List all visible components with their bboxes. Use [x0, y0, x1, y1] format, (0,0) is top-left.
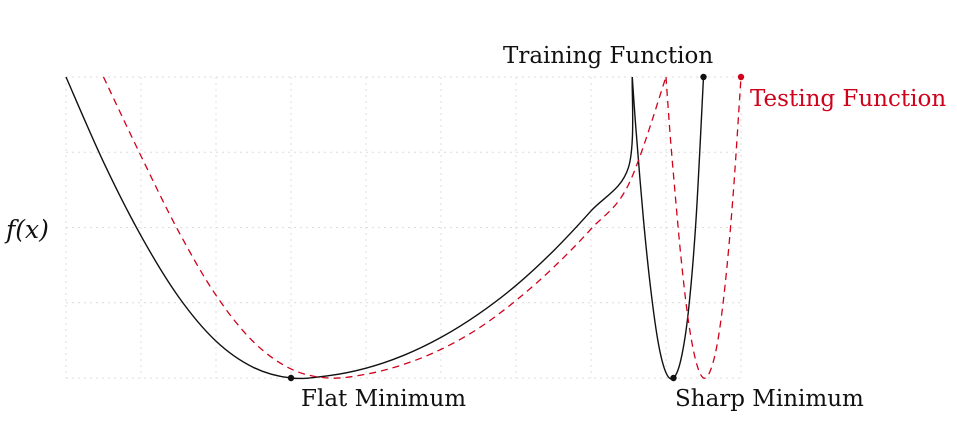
marker-layer: [287, 73, 745, 382]
series-line-testing-function: [102, 76, 742, 379]
marker-point: [670, 374, 677, 382]
series-line-training-function: [65, 76, 705, 380]
sharp-minimum-label: Sharp Minimum: [675, 386, 864, 412]
training-function-label: Training Function: [503, 43, 713, 69]
marker-point: [287, 374, 295, 382]
y-axis-label: f(x): [4, 215, 49, 244]
marker-point: [737, 73, 745, 81]
series-layer: [65, 76, 742, 380]
flat-minimum-label: Flat Minimum: [301, 386, 466, 412]
grid: [65, 76, 742, 379]
testing-function-label: Testing Function: [750, 86, 946, 112]
marker-point: [700, 73, 707, 81]
